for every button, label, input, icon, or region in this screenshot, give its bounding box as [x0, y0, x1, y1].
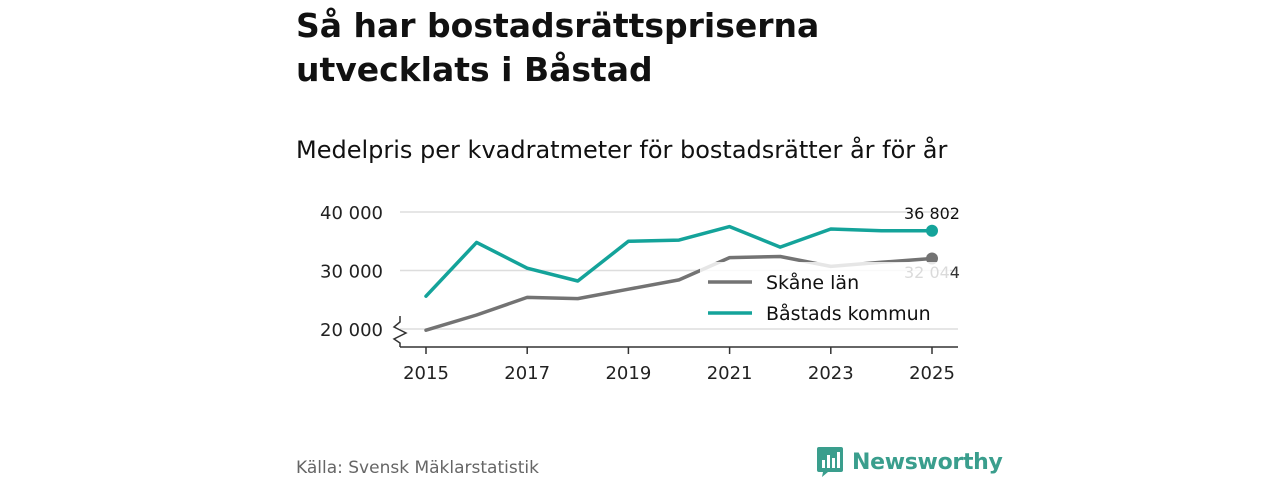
axes: 20 000 30 000 40 000 2015 2017 2019 2021 2023 20…	[320, 203, 958, 384]
source-note: Källa: Svensk Mäklarstatistik	[296, 458, 539, 478]
chart-subtitle: Medelpris per kvadratmeter för bostadsrä…	[296, 136, 948, 164]
brand-logo[interactable]: Newsworthy	[816, 446, 1003, 478]
y-tick-label: 40 000	[320, 203, 383, 224]
legend: Skåne län Båstads kommun	[700, 262, 950, 328]
legend-background	[700, 262, 950, 328]
axis-break-icon	[392, 316, 408, 347]
x-tick-label: 2019	[605, 363, 651, 384]
newsworthy-logo-icon	[817, 447, 843, 477]
x-tick-label: 2017	[504, 363, 550, 384]
series-endpoint	[926, 252, 938, 265]
brand-name: Newsworthy	[852, 449, 1003, 475]
chart-title: Så har bostadsrättspriserna utvecklats i…	[296, 6, 820, 89]
x-tick-label: 2021	[707, 363, 753, 384]
y-tick-label: 30 000	[320, 262, 383, 283]
y-tick-label: 20 000	[320, 320, 383, 341]
x-tick-label: 2015	[403, 363, 449, 384]
legend-label: Skåne län	[766, 271, 859, 294]
legend-label: Båstads kommun	[766, 302, 931, 325]
series-line-bastad	[424, 224, 934, 298]
x-tick-label: 2025	[909, 363, 955, 384]
end-label-bastad: 36 802	[904, 204, 960, 223]
x-tick-label: 2023	[808, 363, 854, 384]
line-chart: 20 000 30 000 40 000 2015 2017 2019 2021 2023 20…	[320, 203, 960, 384]
series-endpoint	[926, 224, 938, 237]
